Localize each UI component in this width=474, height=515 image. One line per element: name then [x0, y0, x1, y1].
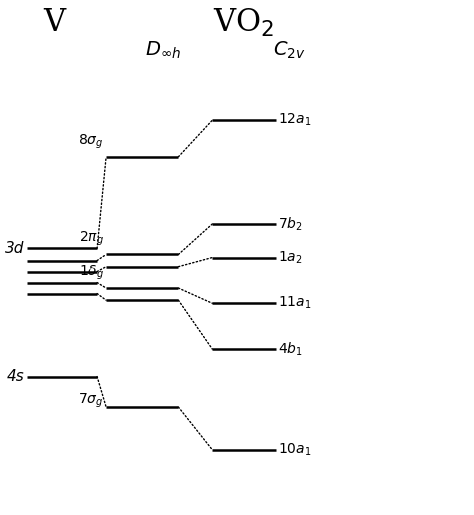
Text: $C_{2v}$: $C_{2v}$ [273, 40, 305, 61]
Text: 8$\sigma_g$: 8$\sigma_g$ [78, 132, 104, 151]
Text: 12$a_1$: 12$a_1$ [278, 112, 311, 128]
Text: 4s: 4s [7, 369, 25, 384]
Text: $D_{\infty h}$: $D_{\infty h}$ [145, 40, 181, 61]
Text: 7$b_2$: 7$b_2$ [278, 215, 303, 233]
Text: 2$\pi_g$: 2$\pi_g$ [79, 230, 104, 248]
Text: VO$_2$: VO$_2$ [213, 7, 274, 39]
Text: V: V [43, 7, 65, 38]
Text: 10$a_1$: 10$a_1$ [278, 441, 311, 458]
Text: 1$a_2$: 1$a_2$ [278, 249, 302, 266]
Text: 3d: 3d [5, 241, 25, 256]
Text: 7$\sigma_g$: 7$\sigma_g$ [78, 392, 104, 410]
Text: 11$a_1$: 11$a_1$ [278, 295, 311, 312]
Text: 1$\delta_g$: 1$\delta_g$ [79, 264, 104, 282]
Text: 4$b_1$: 4$b_1$ [278, 340, 303, 358]
